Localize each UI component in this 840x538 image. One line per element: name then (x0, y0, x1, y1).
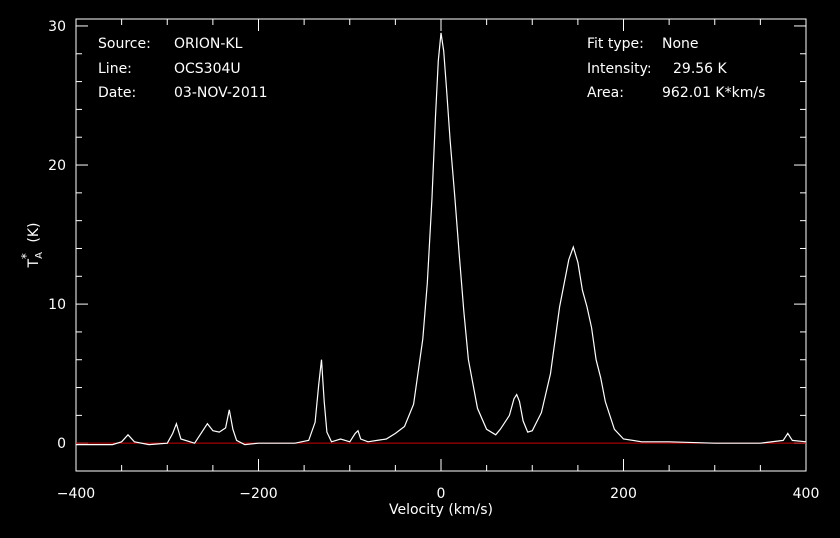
svg-text:TA* (K): TA* (K) (19, 223, 45, 269)
y-label-sub: A (34, 252, 45, 259)
x-tick-label: −400 (57, 486, 95, 502)
x-tick-label: 400 (793, 486, 820, 502)
line-value: OCS304U (174, 61, 241, 77)
fit-type-value: None (662, 36, 699, 52)
y-tick-label: 30 (48, 19, 66, 35)
date-value: 03-NOV-2011 (174, 85, 268, 101)
x-tick-label: 200 (610, 486, 637, 502)
x-axis-label: Velocity (km/s) (389, 502, 493, 518)
y-tick-label: 10 (48, 297, 66, 313)
y-axis-label: TA* (K) (19, 223, 45, 269)
x-tick-label: −200 (239, 486, 277, 502)
date-label: Date: (98, 85, 137, 101)
y-label-main: T (26, 258, 42, 268)
area-label: Area: (587, 85, 624, 101)
source-label: Source: (98, 36, 151, 52)
spectrum-line (76, 32, 807, 446)
fit-type-label: Fit type: (587, 36, 644, 52)
intensity-value: 29.56 K (673, 61, 727, 77)
intensity-label: Intensity: (587, 61, 652, 77)
tick-labels: −400 −200 0 200 400 0 10 20 30 (48, 19, 819, 502)
y-tick-label: 20 (48, 158, 66, 174)
x-tick-label: 0 (437, 486, 446, 502)
line-label: Line: (98, 61, 132, 77)
y-label-unit: (K) (26, 223, 42, 243)
axis-ticks (75, 19, 807, 471)
y-tick-label: 0 (57, 436, 66, 452)
y-label-sup: * (19, 253, 33, 259)
area-value: 962.01 K*km/s (662, 85, 766, 101)
source-value: ORION-KL (174, 36, 243, 52)
